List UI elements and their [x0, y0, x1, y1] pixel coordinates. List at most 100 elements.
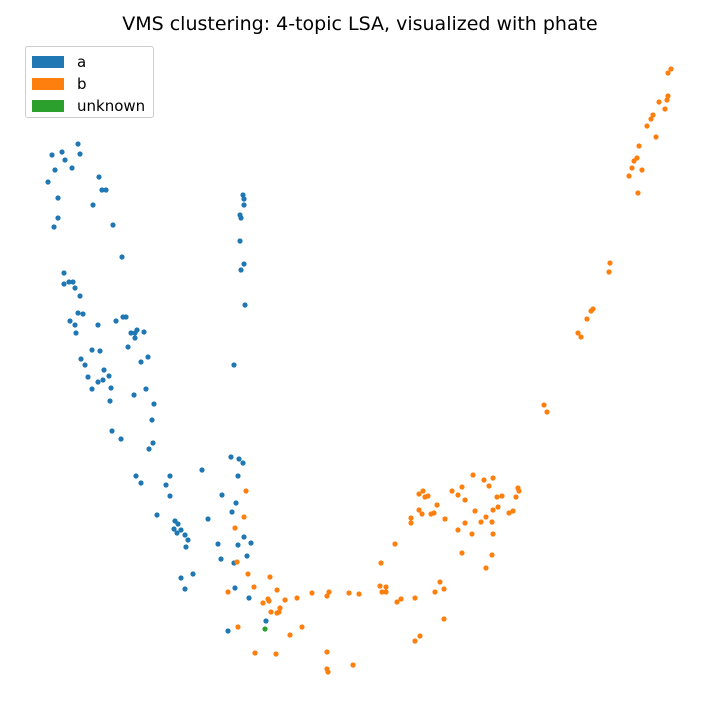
point-b-95 — [299, 624, 305, 630]
point-a-9 — [99, 187, 105, 193]
point-a-22 — [77, 293, 83, 299]
point-a-6 — [52, 167, 58, 173]
point-b-62 — [490, 531, 496, 537]
point-a-63 — [163, 482, 169, 488]
point-b-7 — [648, 116, 654, 122]
legend-item-a: a — [32, 53, 86, 71]
point-b-67 — [378, 560, 384, 566]
point-b-75 — [379, 589, 385, 595]
point-b-89 — [251, 584, 257, 590]
point-b-112 — [441, 616, 447, 622]
point-b-64 — [459, 550, 465, 556]
point-a-50 — [89, 386, 95, 392]
point-a-106 — [263, 618, 269, 624]
point-b-66 — [392, 541, 398, 547]
point-a-40 — [145, 354, 151, 360]
point-a-73 — [183, 544, 189, 550]
point-b-81 — [324, 593, 330, 599]
point-b-5 — [662, 106, 668, 112]
point-a-62 — [167, 473, 173, 479]
point-b-42 — [472, 508, 478, 514]
point-a-21 — [72, 285, 78, 291]
legend-item-b: b — [32, 75, 87, 93]
point-b-20 — [588, 308, 594, 314]
point-a-2 — [59, 149, 65, 155]
point-a-86 — [215, 541, 221, 547]
point-a-7 — [96, 174, 102, 180]
point-b-63 — [489, 552, 495, 558]
point-a-45 — [85, 374, 91, 380]
point-a-85 — [229, 509, 235, 515]
point-b-28 — [490, 475, 496, 481]
point-a-20 — [61, 281, 67, 287]
point-a-19 — [70, 279, 76, 285]
point-b-38 — [494, 494, 500, 500]
point-b-70 — [432, 589, 438, 595]
legend-swatch-b — [32, 78, 64, 90]
point-a-4 — [77, 151, 83, 157]
point-a-26 — [72, 322, 78, 328]
point-a-78 — [205, 516, 211, 522]
point-a-96 — [240, 192, 246, 198]
point-a-75 — [178, 575, 184, 581]
point-b-26 — [470, 472, 476, 478]
point-a-5 — [69, 165, 75, 171]
point-a-81 — [236, 456, 242, 462]
point-a-32 — [128, 330, 134, 336]
point-b-80 — [326, 589, 332, 595]
point-a-28 — [73, 330, 79, 336]
point-a-102 — [241, 261, 247, 267]
point-b-45 — [462, 520, 468, 526]
point-b-37 — [499, 493, 505, 499]
point-b-15 — [626, 173, 632, 179]
point-a-11 — [55, 195, 61, 201]
point-b-96 — [287, 632, 293, 638]
point-b-97 — [273, 651, 279, 657]
point-a-37 — [141, 329, 147, 335]
chart-title: VMS clustering: 4-topic LSA, visualized … — [122, 13, 598, 35]
point-a-94 — [246, 595, 252, 601]
point-b-71 — [412, 595, 418, 601]
point-b-54 — [419, 511, 425, 517]
point-b-91 — [277, 605, 283, 611]
point-a-65 — [154, 512, 160, 518]
point-a-0 — [75, 141, 81, 147]
point-b-27 — [481, 477, 487, 483]
point-b-13 — [629, 165, 635, 171]
point-a-103 — [238, 267, 244, 273]
legend-swatch-unknown — [32, 100, 64, 112]
point-a-8 — [45, 179, 51, 185]
point-unknown-0 — [262, 626, 268, 632]
point-b-103 — [241, 514, 247, 520]
point-a-39 — [97, 348, 103, 354]
point-b-60 — [510, 508, 516, 514]
point-b-31 — [462, 497, 468, 503]
point-a-56 — [109, 428, 115, 434]
point-a-36 — [125, 344, 131, 350]
point-b-43 — [478, 519, 484, 525]
point-b-83 — [294, 595, 300, 601]
point-a-18 — [66, 279, 72, 285]
point-a-101 — [237, 238, 243, 244]
point-a-23 — [75, 310, 81, 316]
point-b-9 — [653, 134, 659, 140]
point-a-74 — [190, 571, 196, 577]
point-b-18 — [606, 269, 612, 275]
point-a-1 — [49, 152, 55, 158]
point-a-83 — [235, 473, 241, 479]
point-a-93 — [232, 585, 238, 591]
point-b-57 — [442, 516, 448, 522]
point-a-92 — [244, 553, 250, 559]
point-b-69 — [441, 586, 447, 592]
series-a — [45, 141, 269, 634]
point-b-21 — [584, 316, 590, 322]
legend-label-b: b — [77, 75, 87, 93]
point-b-32 — [455, 492, 461, 498]
point-a-59 — [146, 446, 152, 452]
point-a-64 — [167, 493, 173, 499]
point-a-76 — [182, 586, 188, 592]
point-b-111 — [412, 638, 418, 644]
point-b-90 — [260, 600, 266, 606]
point-a-51 — [143, 386, 149, 392]
